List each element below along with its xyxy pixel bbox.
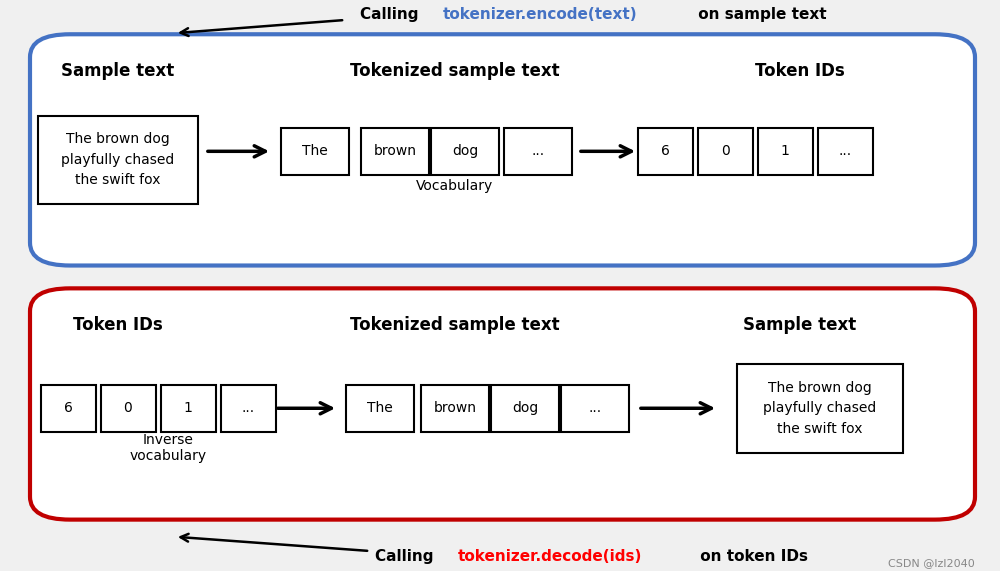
Text: The brown dog
playfully chased
the swift fox: The brown dog playfully chased the swift… (763, 381, 877, 436)
FancyBboxPatch shape (220, 385, 276, 432)
FancyBboxPatch shape (758, 128, 813, 175)
FancyBboxPatch shape (818, 128, 872, 175)
Text: on sample text: on sample text (693, 7, 827, 22)
Text: The: The (367, 401, 393, 415)
Text: brown: brown (374, 144, 416, 158)
Text: Sample text: Sample text (743, 316, 857, 335)
FancyBboxPatch shape (160, 385, 216, 432)
FancyBboxPatch shape (491, 385, 559, 432)
Text: ...: ... (241, 401, 255, 415)
Text: on token IDs: on token IDs (695, 549, 808, 564)
Text: tokenizer.encode(text): tokenizer.encode(text) (442, 7, 637, 22)
FancyBboxPatch shape (698, 128, 753, 175)
Text: 0: 0 (721, 144, 729, 158)
FancyBboxPatch shape (361, 128, 429, 175)
Text: dog: dog (452, 144, 478, 158)
Text: ...: ... (838, 144, 852, 158)
Text: ...: ... (531, 144, 545, 158)
Text: Vocabulary: Vocabulary (416, 179, 494, 192)
Text: 0: 0 (124, 401, 132, 415)
FancyBboxPatch shape (737, 364, 902, 452)
FancyBboxPatch shape (421, 385, 489, 432)
FancyBboxPatch shape (30, 288, 975, 520)
Text: Inverse
vocabulary: Inverse vocabulary (129, 433, 207, 463)
FancyBboxPatch shape (638, 128, 693, 175)
FancyBboxPatch shape (431, 128, 499, 175)
Text: The: The (302, 144, 328, 158)
Text: Tokenized sample text: Tokenized sample text (350, 316, 560, 335)
Text: Calling: Calling (360, 7, 424, 22)
Text: Token IDs: Token IDs (73, 316, 163, 335)
FancyBboxPatch shape (346, 385, 414, 432)
FancyBboxPatch shape (30, 34, 975, 266)
Text: brown: brown (434, 401, 477, 415)
FancyBboxPatch shape (41, 385, 96, 432)
Text: 1: 1 (184, 401, 192, 415)
Text: tokenizer.decode(ids): tokenizer.decode(ids) (457, 549, 642, 564)
FancyBboxPatch shape (281, 128, 349, 175)
Text: 6: 6 (661, 144, 669, 158)
Text: CSDN @lzl2040: CSDN @lzl2040 (888, 558, 975, 568)
Text: 6: 6 (64, 401, 72, 415)
Text: 1: 1 (781, 144, 789, 158)
FancyBboxPatch shape (38, 115, 198, 204)
FancyBboxPatch shape (504, 128, 572, 175)
Text: Sample text: Sample text (61, 62, 175, 81)
Text: ...: ... (588, 401, 602, 415)
Text: The brown dog
playfully chased
the swift fox: The brown dog playfully chased the swift… (61, 132, 175, 187)
Text: Token IDs: Token IDs (755, 62, 845, 81)
FancyBboxPatch shape (100, 385, 156, 432)
FancyBboxPatch shape (561, 385, 629, 432)
Text: Calling: Calling (375, 549, 439, 564)
Text: dog: dog (512, 401, 538, 415)
Text: Tokenized sample text: Tokenized sample text (350, 62, 560, 81)
